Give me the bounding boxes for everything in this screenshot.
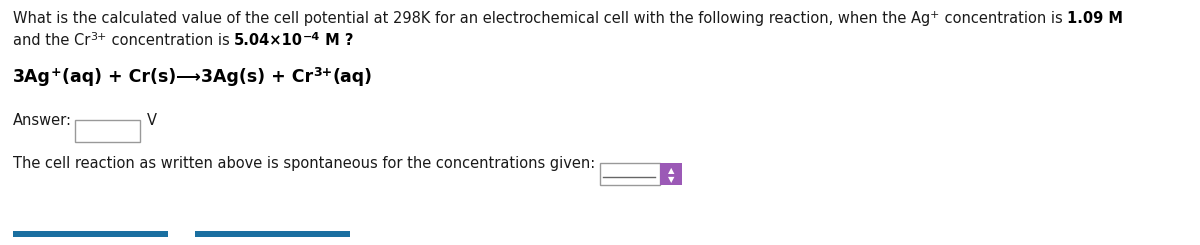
FancyBboxPatch shape [660,163,683,185]
Text: +: + [930,10,940,20]
FancyBboxPatch shape [194,231,350,237]
Text: 3Ag(s) + Cr: 3Ag(s) + Cr [200,68,313,86]
FancyBboxPatch shape [600,163,660,185]
Text: (aq) + Cr(s): (aq) + Cr(s) [61,68,175,86]
Text: (aq): (aq) [332,68,372,86]
Text: +: + [50,66,61,79]
Text: and the Cr: and the Cr [13,33,90,48]
Text: 5.04×10: 5.04×10 [234,33,304,48]
FancyBboxPatch shape [13,231,168,237]
FancyBboxPatch shape [74,120,140,142]
Text: ⟶: ⟶ [175,68,200,86]
Text: What is the calculated value of the cell potential at 298K for an electrochemica: What is the calculated value of the cell… [13,11,930,26]
Text: concentration is: concentration is [940,11,1067,26]
Text: concentration is: concentration is [107,33,234,48]
Text: The cell reaction as written above is spontaneous for the concentrations given:: The cell reaction as written above is sp… [13,156,595,171]
Text: 3+: 3+ [90,32,107,42]
Text: Answer:: Answer: [13,113,72,128]
Text: V: V [148,113,157,128]
Text: M ?: M ? [320,33,354,48]
Text: ▲: ▲ [668,167,674,175]
Text: 3Ag: 3Ag [13,68,50,86]
Text: 1.09 M: 1.09 M [1067,11,1123,26]
Text: 3+: 3+ [313,66,332,79]
Text: −4: −4 [304,32,320,42]
Text: ▼: ▼ [668,175,674,184]
